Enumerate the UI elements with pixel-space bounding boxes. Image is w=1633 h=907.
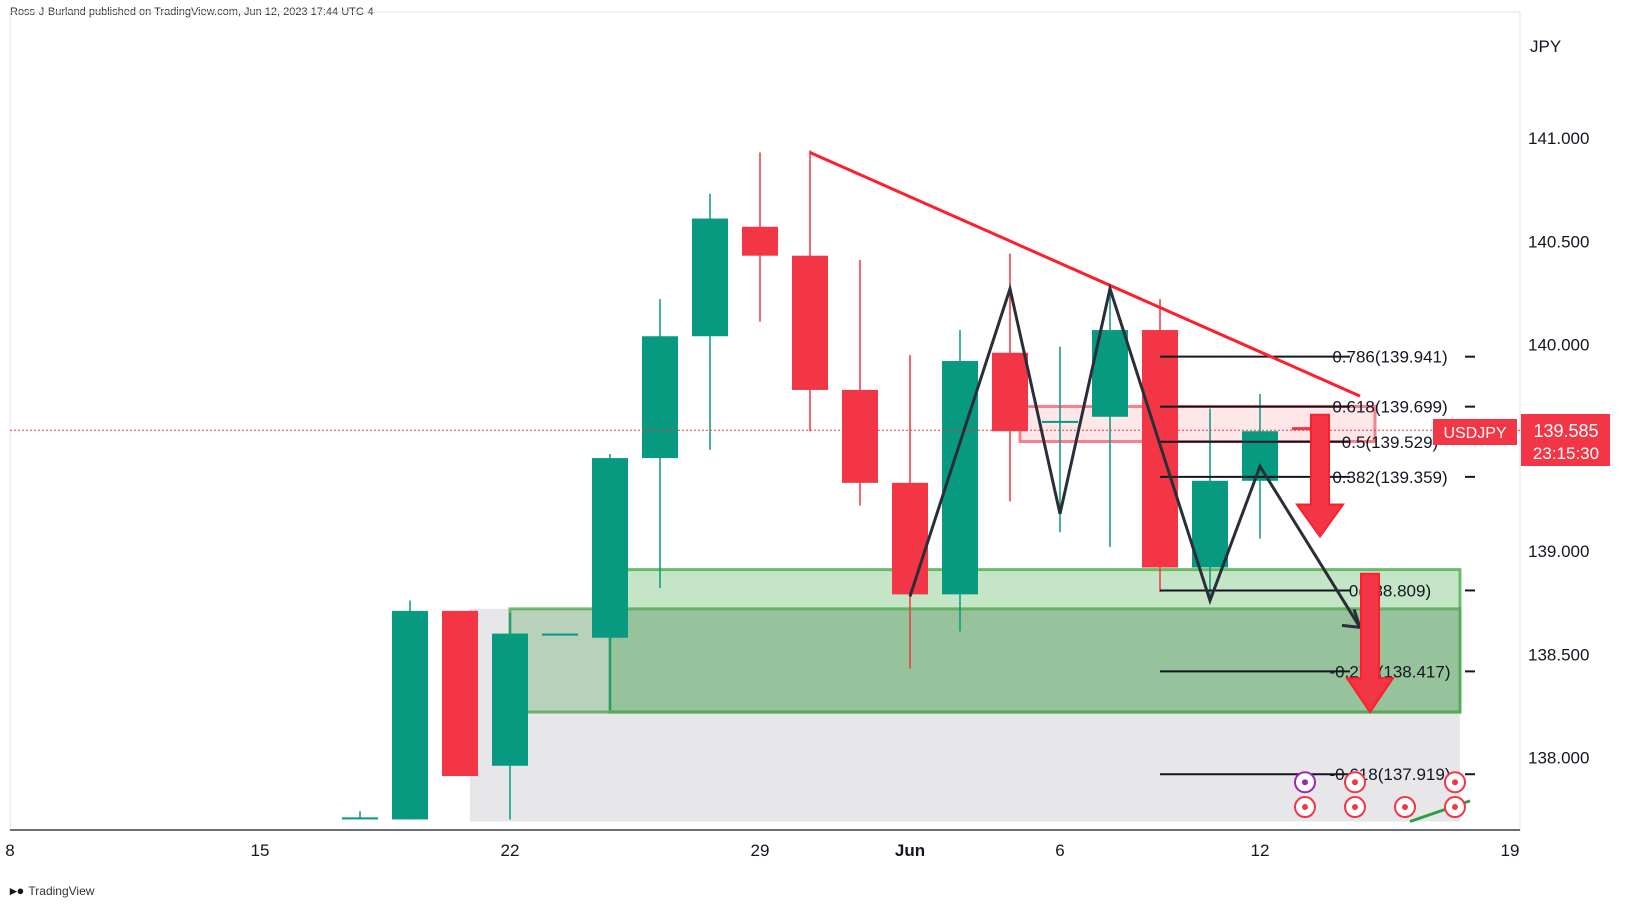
time-tick-label: 12 <box>1251 841 1270 860</box>
symbol-badge-text: USDJPY <box>1443 425 1506 442</box>
time-tick-label: 8 <box>5 841 14 860</box>
last-price-badge-bg <box>1521 414 1610 466</box>
candle-body <box>792 255 828 390</box>
drawing-layer <box>10 151 1520 823</box>
candle-body <box>442 610 478 777</box>
zigzag-path <box>908 283 1362 629</box>
candle-body <box>642 336 678 459</box>
event-icon-dot <box>1352 804 1358 811</box>
candle-body <box>742 226 778 256</box>
event-icon-dot <box>1402 804 1408 811</box>
time-tick-label: Jun <box>895 841 925 860</box>
price-tick-label: 140.000 <box>1528 336 1589 355</box>
time-tick-label: 22 <box>501 841 520 860</box>
time-tick-label: 19 <box>1501 841 1520 860</box>
time-tick-label: 29 <box>751 841 770 860</box>
event-icon-dot <box>1302 779 1308 786</box>
event-icon-dot <box>1452 804 1458 811</box>
candlestick-chart[interactable]: 0.786(139.941) 0.618(139.699) 0.5(139.529)… <box>0 0 1633 880</box>
events-layer <box>1294 771 1466 819</box>
last-price-badge[interactable]: 139.585 23:15:30 <box>1521 414 1610 466</box>
candle-body <box>492 633 528 766</box>
price-tick-label: 141.000 <box>1528 129 1589 148</box>
candle-body <box>1042 420 1078 423</box>
candle-body <box>892 482 928 595</box>
trendline <box>809 151 1361 398</box>
candle-body <box>392 610 428 820</box>
candle-body <box>992 352 1028 432</box>
time-axis[interactable]: 8 15 22 29 Jun 6 12 19 <box>5 841 1519 860</box>
event-icon-dot <box>1302 804 1308 811</box>
red-arrow <box>1295 413 1345 539</box>
candle-body <box>542 633 578 636</box>
candles-layer <box>342 150 1328 820</box>
candle-body <box>1242 431 1278 481</box>
candle-body <box>1192 480 1228 568</box>
candle-body <box>342 817 378 820</box>
candle-body <box>692 218 728 337</box>
price-tick-label: 140.500 <box>1528 232 1589 251</box>
fib-label: 0.5(139.529) <box>1342 433 1438 452</box>
price-axis[interactable]: 141.000 140.500 140.000 139.000 138.500 138.0… <box>1528 129 1589 768</box>
candle-body <box>592 458 628 638</box>
tradingview-logo-icon: ▸● <box>10 883 25 898</box>
time-tick-label: 15 <box>251 841 270 860</box>
price-tick-label: 138.500 <box>1528 645 1589 664</box>
symbol-badge-bg <box>1433 419 1517 445</box>
event-icon-dot <box>1352 779 1358 786</box>
footer: ▸● TradingView <box>10 883 94 899</box>
price-tick-label: 139.000 <box>1528 542 1589 561</box>
fib-label: 0.618(139.699) <box>1332 398 1447 417</box>
fib-label: 0.786(139.941) <box>1332 348 1447 367</box>
time-tick-label: 6 <box>1055 841 1064 860</box>
symbol-badge[interactable]: USDJPY <box>1433 419 1517 445</box>
zone-rect <box>608 568 1462 714</box>
candle-body <box>842 389 878 483</box>
fib-label: -0.272(138.417) <box>1330 662 1451 681</box>
event-icon-dot <box>1452 779 1458 786</box>
last-price-text: 139.585 <box>1533 421 1598 441</box>
tradingview-logo-text: TradingView <box>28 884 95 898</box>
price-tick-label: 138.000 <box>1528 749 1589 768</box>
fib-layer: 0.786(139.941) 0.618(139.699) 0.5(139.529)… <box>1160 348 1475 784</box>
currency-label: JPY <box>1530 37 1561 56</box>
fib-label: 0.382(139.359) <box>1332 468 1447 487</box>
countdown-text: 23:15:30 <box>1533 444 1599 463</box>
red-arrow <box>1345 572 1395 714</box>
